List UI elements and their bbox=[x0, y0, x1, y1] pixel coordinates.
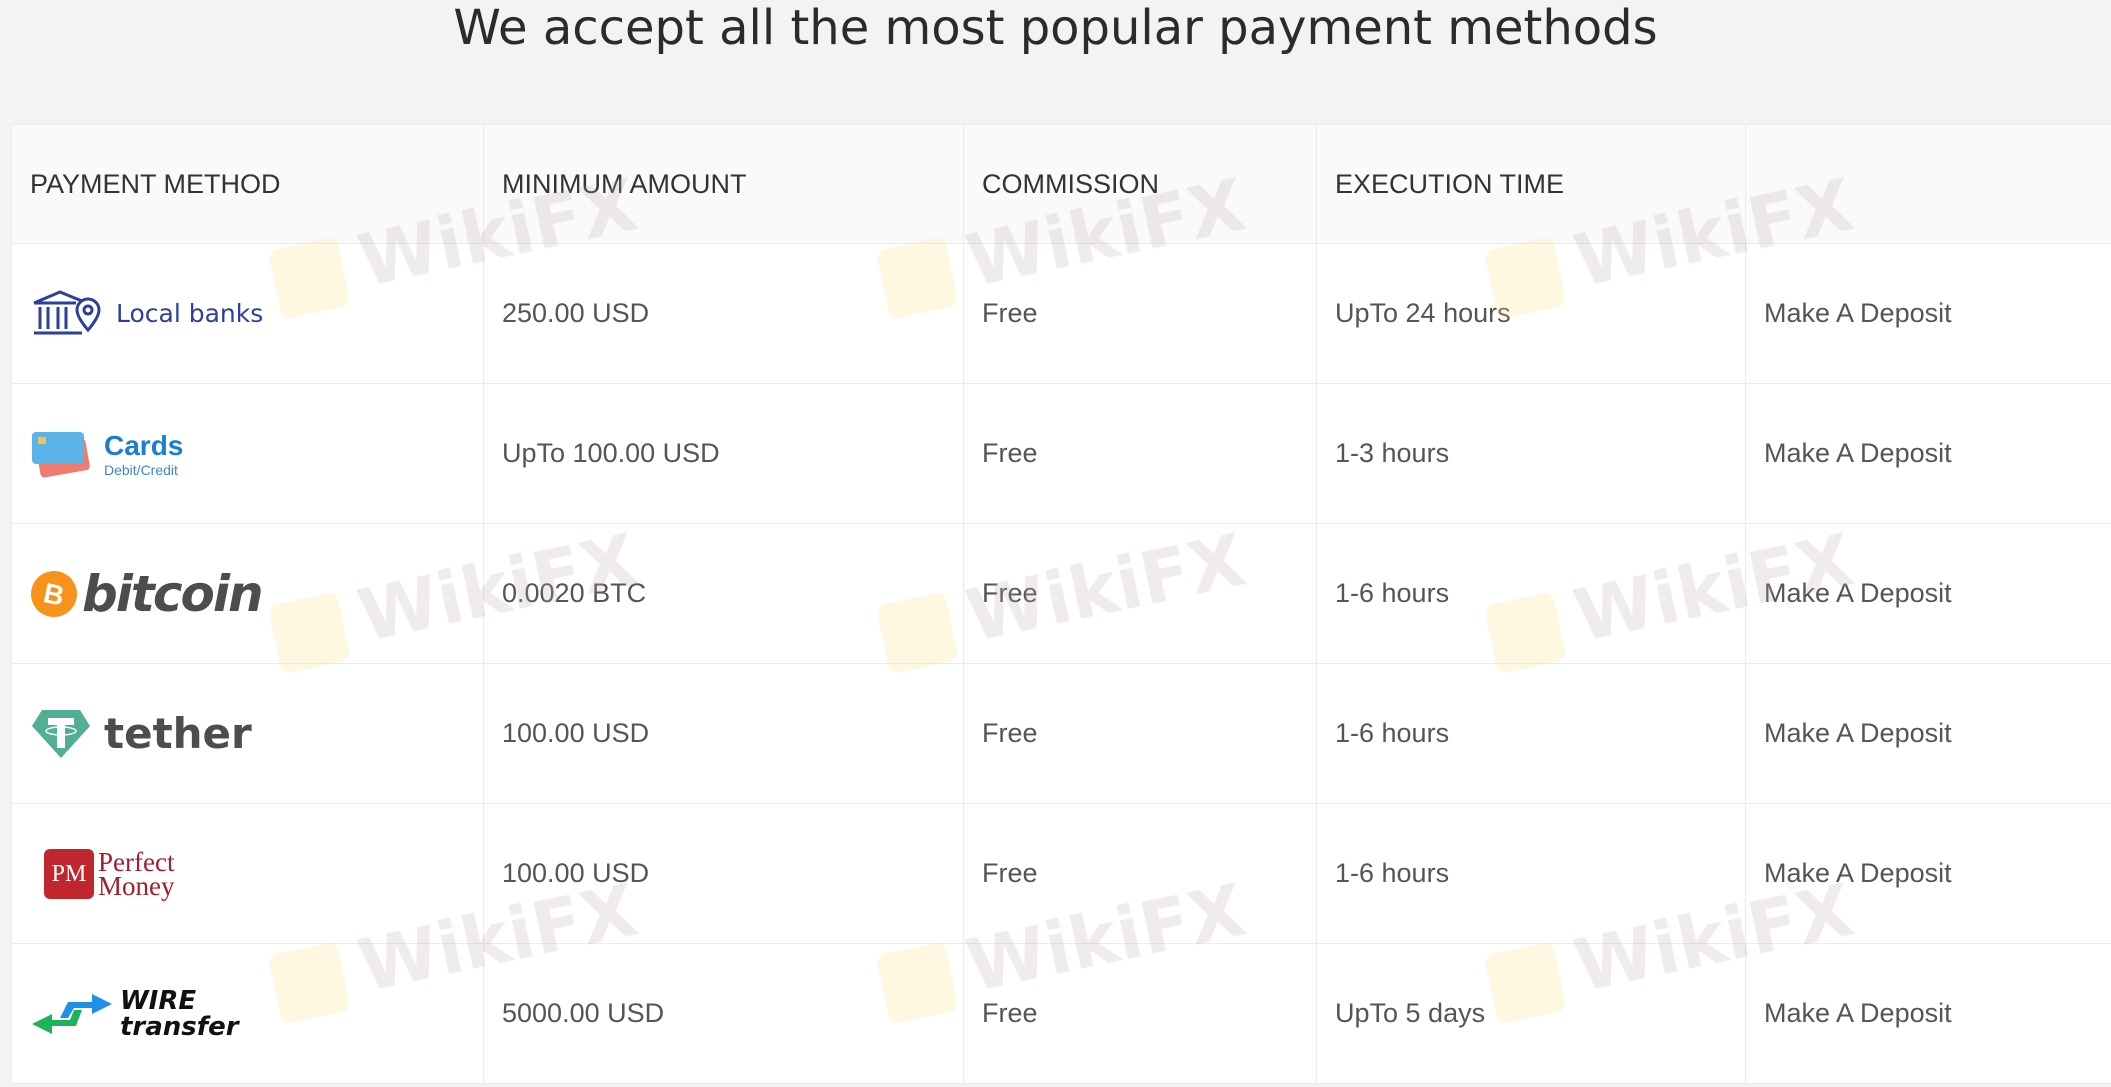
execution-time: 1-6 hours bbox=[1316, 803, 1746, 944]
method-cell: WIRE transfer bbox=[11, 943, 484, 1084]
commission: Free bbox=[963, 803, 1317, 944]
method-subtitle: Debit/Credit bbox=[104, 461, 178, 478]
credit-card-icon bbox=[32, 431, 90, 477]
wire-transfer-icon bbox=[32, 993, 112, 1034]
execution-time: 1-6 hours bbox=[1316, 523, 1746, 664]
commission: Free bbox=[963, 523, 1317, 664]
commission: Free bbox=[963, 943, 1317, 1084]
execution-time: UpTo 5 days bbox=[1316, 943, 1746, 1084]
make-deposit-link[interactable]: Make A Deposit bbox=[1745, 803, 2111, 944]
header-execution-time: EXECUTION TIME bbox=[1316, 124, 1746, 244]
table-row: Cards Debit/Credit UpTo 100.00 USD Free 1… bbox=[11, 383, 2111, 524]
payment-methods-table: PAYMENT METHOD MINIMUM AMOUNT COMMISSION… bbox=[11, 124, 2111, 1084]
make-deposit-link[interactable]: Make A Deposit bbox=[1745, 663, 2111, 804]
tether-icon bbox=[32, 709, 90, 758]
perfect-money-icon: PM bbox=[44, 848, 94, 899]
table-row: B bitcoin 0.0020 BTC Free 1-6 hours Make… bbox=[11, 523, 2111, 664]
table-header-row: PAYMENT METHOD MINIMUM AMOUNT COMMISSION… bbox=[11, 124, 2111, 244]
make-deposit-link[interactable]: Make A Deposit bbox=[1745, 383, 2111, 524]
method-name: bitcoin bbox=[82, 564, 264, 623]
minimum-amount: 250.00 USD bbox=[483, 243, 964, 384]
make-deposit-link[interactable]: Make A Deposit bbox=[1745, 243, 2111, 384]
minimum-amount: 0.0020 BTC bbox=[483, 523, 964, 664]
execution-time: UpTo 24 hours bbox=[1316, 243, 1746, 384]
table-row: Local banks 250.00 USD Free UpTo 24 hour… bbox=[11, 243, 2111, 384]
method-cell: PM Perfect Money bbox=[11, 803, 484, 944]
method-name: Perfect Money bbox=[98, 846, 175, 901]
method-cell: Cards Debit/Credit bbox=[11, 383, 484, 524]
table-row: WIRE transfer 5000.00 USD Free UpTo 5 day… bbox=[11, 943, 2111, 1084]
header-payment-method: PAYMENT METHOD bbox=[11, 124, 484, 244]
minimum-amount: 100.00 USD bbox=[483, 803, 964, 944]
minimum-amount: 5000.00 USD bbox=[483, 943, 964, 1084]
table-row: tether 100.00 USD Free 1-6 hours Make A … bbox=[11, 663, 2111, 804]
method-name-line2: transfer bbox=[120, 1011, 239, 1042]
method-cell: tether bbox=[11, 663, 484, 804]
header-commission: COMMISSION bbox=[963, 124, 1317, 244]
method-cell: Local banks bbox=[11, 243, 484, 384]
execution-time: 1-3 hours bbox=[1316, 383, 1746, 524]
make-deposit-link[interactable]: Make A Deposit bbox=[1745, 523, 2111, 664]
method-name: Cards bbox=[104, 429, 184, 461]
method-name-line1: WIRE bbox=[120, 985, 197, 1016]
bitcoin-icon: B bbox=[31, 570, 77, 617]
make-deposit-link[interactable]: Make A Deposit bbox=[1745, 943, 2111, 1084]
bank-icon bbox=[33, 289, 101, 334]
table-row: PM Perfect Money 100.00 USD Free 1-6 hou… bbox=[11, 803, 2111, 944]
header-minimum-amount: MINIMUM AMOUNT bbox=[483, 124, 964, 244]
commission: Free bbox=[963, 663, 1317, 804]
commission: Free bbox=[963, 383, 1317, 524]
header-action bbox=[1745, 124, 2111, 244]
method-cell: B bitcoin bbox=[11, 523, 484, 664]
execution-time: 1-6 hours bbox=[1316, 663, 1746, 804]
commission: Free bbox=[963, 243, 1317, 384]
method-name: Local banks bbox=[116, 299, 264, 328]
minimum-amount: UpTo 100.00 USD bbox=[483, 383, 964, 524]
method-name: tether bbox=[104, 709, 252, 758]
minimum-amount: 100.00 USD bbox=[483, 663, 964, 804]
page-title: We accept all the most popular payment m… bbox=[453, 0, 1658, 56]
